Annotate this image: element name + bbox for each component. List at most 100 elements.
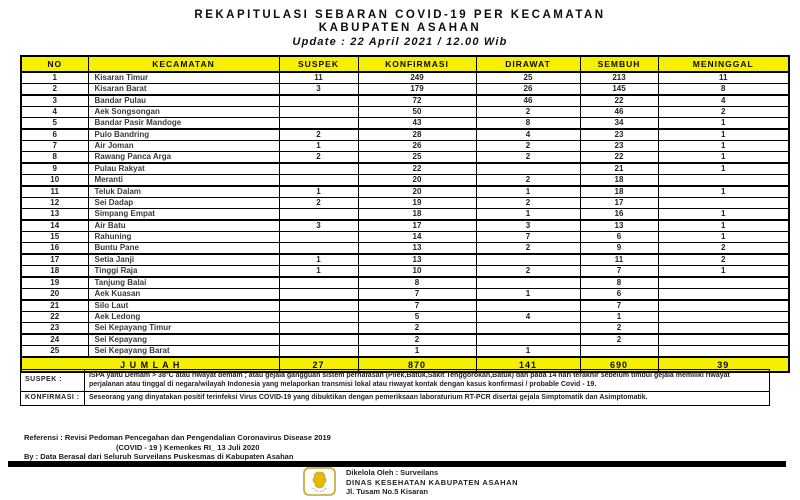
cell-sembuh: 6 bbox=[579, 231, 659, 243]
cell-meninggal: 1 bbox=[657, 140, 790, 152]
cell-no: 15 bbox=[20, 231, 89, 243]
bakti-husada-logo-icon bbox=[303, 467, 336, 496]
cell-kecamatan: Setia Janji bbox=[87, 253, 280, 266]
cell-dirawat: 1 bbox=[475, 288, 581, 301]
divider-bar bbox=[8, 461, 786, 467]
table-row: 21 Silo Laut 7 7 bbox=[20, 299, 790, 312]
cell-dirawat: 26 bbox=[475, 83, 581, 96]
cell-dirawat bbox=[475, 299, 581, 312]
cell-suspek bbox=[278, 208, 359, 221]
cell-kecamatan: Meranti bbox=[87, 174, 280, 187]
cell-suspek: 1 bbox=[278, 253, 359, 266]
cell-kecamatan: Silo Laut bbox=[87, 299, 280, 312]
cell-dirawat: 2 bbox=[475, 174, 581, 187]
cell-sembuh: 145 bbox=[579, 83, 659, 96]
table-row: 19 Tanjung Balai 8 8 bbox=[20, 276, 790, 289]
table-row: 4 Aek Songsongan 50 2 46 2 bbox=[20, 106, 790, 118]
cell-sembuh: 7 bbox=[579, 299, 659, 312]
cell-dirawat: 7 bbox=[475, 231, 581, 243]
organization-name: DINAS KESEHATAN KABUPATEN ASAHAN bbox=[346, 477, 519, 487]
cell-suspek: 3 bbox=[278, 83, 359, 96]
cell-dirawat: 2 bbox=[475, 242, 581, 255]
cell-meninggal: 2 bbox=[657, 253, 790, 266]
cell-konfirmasi: 25 bbox=[357, 151, 477, 164]
cell-dirawat: 4 bbox=[475, 128, 581, 141]
total-sembuh: 690 bbox=[579, 356, 659, 373]
cell-sembuh: 34 bbox=[579, 117, 659, 130]
cell-suspek bbox=[278, 162, 359, 175]
cell-meninggal bbox=[657, 345, 790, 358]
cell-suspek bbox=[278, 174, 359, 187]
cell-sembuh: 7 bbox=[579, 265, 659, 278]
cell-no: 6 bbox=[20, 128, 89, 141]
table-row: 7 Air Joman 1 26 2 23 1 bbox=[20, 140, 790, 152]
cell-dirawat: 1 bbox=[475, 208, 581, 221]
cell-no: 8 bbox=[20, 151, 89, 164]
cell-sembuh: 6 bbox=[579, 288, 659, 301]
cell-kecamatan: Sei Dadap bbox=[87, 197, 280, 209]
cell-suspek bbox=[278, 288, 359, 301]
table-row: 6 Pulo Bandring 2 28 4 23 1 bbox=[20, 128, 790, 141]
cell-sembuh: 46 bbox=[579, 106, 659, 118]
cell-meninggal bbox=[657, 333, 790, 346]
cell-dirawat: 2 bbox=[475, 140, 581, 152]
total-meninggal: 39 bbox=[657, 356, 790, 373]
column-header-dirawat: DIRAWAT bbox=[475, 55, 581, 73]
cell-kecamatan: Rahuning bbox=[87, 231, 280, 243]
cell-suspek: 2 bbox=[278, 151, 359, 164]
column-header-no: NO bbox=[20, 55, 89, 73]
table-row: 15 Rahuning 14 7 6 1 bbox=[20, 231, 790, 243]
cell-kecamatan: Pulau Rakyat bbox=[87, 162, 280, 175]
cell-kecamatan: Teluk Dalam bbox=[87, 185, 280, 198]
cell-dirawat bbox=[475, 162, 581, 175]
cell-konfirmasi: 19 bbox=[357, 197, 477, 209]
cell-no: 14 bbox=[20, 219, 89, 232]
total-label: J U M L A H bbox=[20, 356, 280, 373]
cell-dirawat bbox=[475, 322, 581, 335]
cell-dirawat: 46 bbox=[475, 94, 581, 107]
cell-suspek bbox=[278, 106, 359, 118]
cell-meninggal: 1 bbox=[657, 162, 790, 175]
cell-kecamatan: Bandar Pasir Mandoge bbox=[87, 117, 280, 130]
cell-no: 19 bbox=[20, 276, 89, 289]
cell-dirawat: 1 bbox=[475, 345, 581, 358]
cell-sembuh: 213 bbox=[579, 71, 659, 84]
cell-kecamatan: Pulo Bandring bbox=[87, 128, 280, 141]
cell-no: 21 bbox=[20, 299, 89, 312]
cell-konfirmasi: 28 bbox=[357, 128, 477, 141]
cell-meninggal bbox=[657, 299, 790, 312]
cell-meninggal: 1 bbox=[657, 117, 790, 130]
table-row: 11 Teluk Dalam 1 20 1 18 1 bbox=[20, 185, 790, 198]
cell-sembuh: 2 bbox=[579, 333, 659, 346]
cell-konfirmasi: 13 bbox=[357, 253, 477, 266]
cell-sembuh: 16 bbox=[579, 208, 659, 221]
cell-kecamatan: Rawang Panca Arga bbox=[87, 151, 280, 164]
cell-suspek: 1 bbox=[278, 140, 359, 152]
cell-kecamatan: Sei Kepayang Barat bbox=[87, 345, 280, 358]
cell-suspek bbox=[278, 299, 359, 312]
cell-kecamatan: Air Batu bbox=[87, 219, 280, 232]
cell-sembuh: 22 bbox=[579, 94, 659, 107]
cell-meninggal: 1 bbox=[657, 265, 790, 278]
table-row: 22 Aek Ledong 5 4 1 bbox=[20, 311, 790, 323]
cell-suspek bbox=[278, 94, 359, 107]
cell-no: 17 bbox=[20, 253, 89, 266]
definition-text: Seseorang yang dinyatakan positif terinf… bbox=[84, 391, 770, 406]
reference-line-1: Referensi : Revisi Pedoman Pencegahan da… bbox=[24, 433, 331, 442]
cell-meninggal bbox=[657, 197, 790, 209]
cell-suspek bbox=[278, 345, 359, 358]
cell-dirawat: 25 bbox=[475, 71, 581, 84]
cell-suspek bbox=[278, 276, 359, 289]
cell-no: 3 bbox=[20, 94, 89, 107]
definition-row: SUSPEK : ISPA yaitu Demam > 38°C atau riw… bbox=[20, 369, 770, 392]
cell-konfirmasi: 20 bbox=[357, 174, 477, 187]
cell-konfirmasi: 20 bbox=[357, 185, 477, 198]
organization-address: Jl. Tusam No.5 Kisaran bbox=[346, 487, 428, 496]
cell-konfirmasi: 18 bbox=[357, 208, 477, 221]
table-row: 17 Setia Janji 1 13 11 2 bbox=[20, 253, 790, 266]
table-row: 9 Pulau Rakyat 22 21 1 bbox=[20, 162, 790, 175]
cell-no: 7 bbox=[20, 140, 89, 152]
column-header-meninggal: MENINGGAL bbox=[657, 55, 790, 73]
definitions-box: SUSPEK : ISPA yaitu Demam > 38°C atau riw… bbox=[20, 369, 770, 406]
cell-konfirmasi: 2 bbox=[357, 333, 477, 346]
